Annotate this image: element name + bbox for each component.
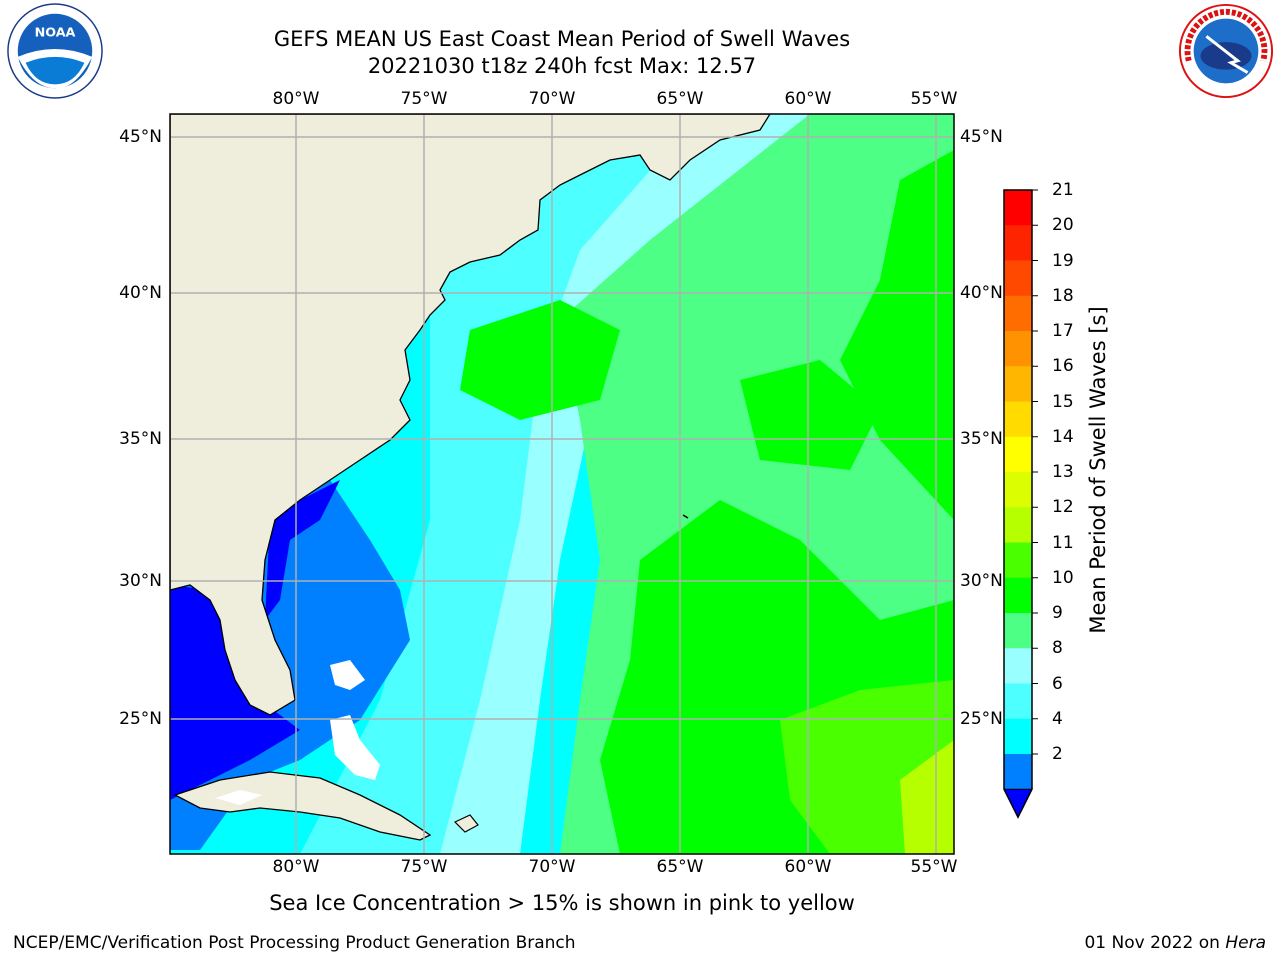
colorbar-segment — [1004, 648, 1032, 684]
lat-tick-left: 30°N — [119, 571, 162, 591]
lon-tick-top: 70°W — [528, 89, 576, 109]
lat-tick-right: 45°N — [960, 127, 1003, 147]
colorbar-tick-label: 6 — [1052, 673, 1063, 694]
lat-tick-right: 40°N — [960, 283, 1003, 303]
colorbar-segment — [1004, 331, 1032, 367]
map-frame — [169, 113, 955, 855]
lat-tick-left: 40°N — [119, 283, 162, 303]
sea-ice-note: Sea Ice Concentration > 15% is shown in … — [269, 891, 855, 915]
band-10s-c — [460, 300, 620, 420]
band-8s — [440, 114, 810, 854]
lat-tick-right: 35°N — [960, 429, 1003, 449]
lat-tick-left: 35°N — [119, 429, 162, 449]
footer-date-text: 01 Nov 2022 on — [1084, 933, 1226, 953]
colorbar — [1003, 189, 1038, 819]
lat-tick-left: 45°N — [119, 127, 162, 147]
lon-tick-bottom: 70°W — [528, 857, 576, 877]
colorbar-tick-label: 13 — [1052, 462, 1074, 482]
colorbar-tick-label: 18 — [1052, 285, 1074, 306]
band-12s — [900, 740, 954, 854]
map-subtitle: 20221030 t18z 240h fcst Max: 12.57 — [367, 54, 757, 78]
colorbar-segment — [1004, 401, 1032, 438]
band-4s-gulf — [170, 585, 300, 800]
colorbar-segment — [1004, 542, 1032, 579]
lon-tick-bottom: 55°W — [910, 857, 958, 877]
bahamas-bank-2 — [330, 660, 365, 690]
gridlines — [170, 114, 954, 854]
band-4s-fl-coast — [265, 480, 340, 620]
colorbar-segment — [1004, 754, 1032, 790]
lon-tick-bottom: 80°W — [272, 857, 320, 877]
colorbar-tick-label: 16 — [1052, 356, 1074, 377]
lat-tick-right: 25°N — [960, 709, 1003, 729]
band-10s-a — [840, 150, 954, 520]
lon-tick-top: 75°W — [400, 89, 448, 109]
lon-tick-top: 65°W — [656, 89, 704, 109]
colorbar-segment — [1004, 472, 1032, 508]
colorbar-tick-label: 14 — [1052, 426, 1074, 447]
colorbar-tick-label: 12 — [1052, 497, 1074, 518]
colorbar-tick-label: 9 — [1052, 603, 1063, 623]
colorbar-frame — [1003, 189, 1033, 819]
footer-credit: NCEP/EMC/Verification Post Processing Pr… — [13, 933, 576, 953]
lon-tick-top: 80°W — [272, 89, 320, 109]
lon-tick-top: 55°W — [910, 89, 958, 109]
colorbar-segment — [1004, 436, 1032, 473]
island-hispaniola — [453, 814, 479, 833]
colorbar-tick-label: 11 — [1052, 532, 1074, 553]
svg-text:NOAA: NOAA — [35, 25, 76, 40]
map-title: GEFS MEAN US East Coast Mean Period of S… — [273, 27, 851, 51]
footer-machine: Hera — [1225, 933, 1266, 953]
colorbar-tick-label: 19 — [1052, 250, 1074, 271]
footer-date: 01 Nov 2022 on Hera — [1084, 933, 1266, 953]
colorbar-tick-label: 21 — [1052, 180, 1074, 200]
colorbar-tick-label: 8 — [1052, 638, 1063, 659]
colorbar-segment — [1004, 507, 1032, 543]
colorbar-tick-label: 10 — [1052, 567, 1074, 588]
lon-tick-top: 60°W — [784, 89, 832, 109]
colorbar-tick-label: 4 — [1052, 708, 1063, 729]
colorbar-segment — [1004, 225, 1032, 261]
colorbar-segment — [1004, 190, 1032, 226]
noaa-logo: NOAA — [7, 3, 103, 99]
band-7s — [300, 114, 700, 854]
cuba-inner-white — [215, 790, 262, 805]
nws-logo — [1178, 3, 1274, 99]
island-bermuda — [682, 514, 689, 519]
colorbar-tick-label: 17 — [1052, 321, 1074, 341]
colorbar-segment — [1004, 683, 1032, 720]
colorbar-segment — [1004, 260, 1032, 297]
colorbar-under-arrow — [1003, 788, 1033, 819]
land-cuba — [173, 771, 432, 841]
lat-tick-left: 25°N — [119, 709, 162, 729]
colorbar-tick-label: 15 — [1052, 391, 1074, 412]
bahamas-bank — [330, 715, 380, 780]
band-10s-d — [740, 360, 880, 470]
colorbar-label: Mean Period of Swell Waves [s] — [1086, 306, 1110, 634]
land-north-america — [170, 114, 771, 716]
lon-tick-bottom: 75°W — [400, 857, 448, 877]
colorbar-segment — [1004, 613, 1032, 649]
colorbar-segment — [1004, 366, 1032, 402]
lon-tick-bottom: 65°W — [656, 857, 704, 877]
colorbar-segment — [1004, 718, 1032, 755]
colorbar-segment — [1004, 295, 1032, 332]
lat-tick-right: 30°N — [960, 571, 1003, 591]
colorbar-tick-label: 20 — [1052, 215, 1074, 236]
colorbar-tick-label: 2 — [1052, 744, 1063, 764]
colorbar-segment — [1004, 577, 1032, 614]
lon-tick-bottom: 60°W — [784, 857, 832, 877]
